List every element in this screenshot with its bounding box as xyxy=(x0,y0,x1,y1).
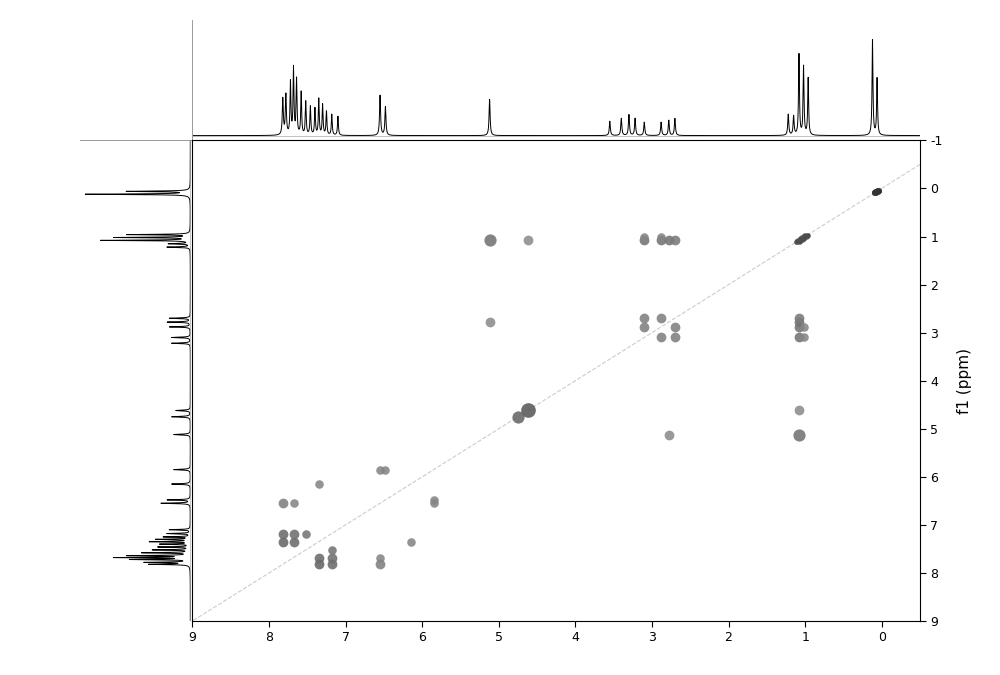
Y-axis label: f1 (ppm): f1 (ppm) xyxy=(957,348,972,414)
